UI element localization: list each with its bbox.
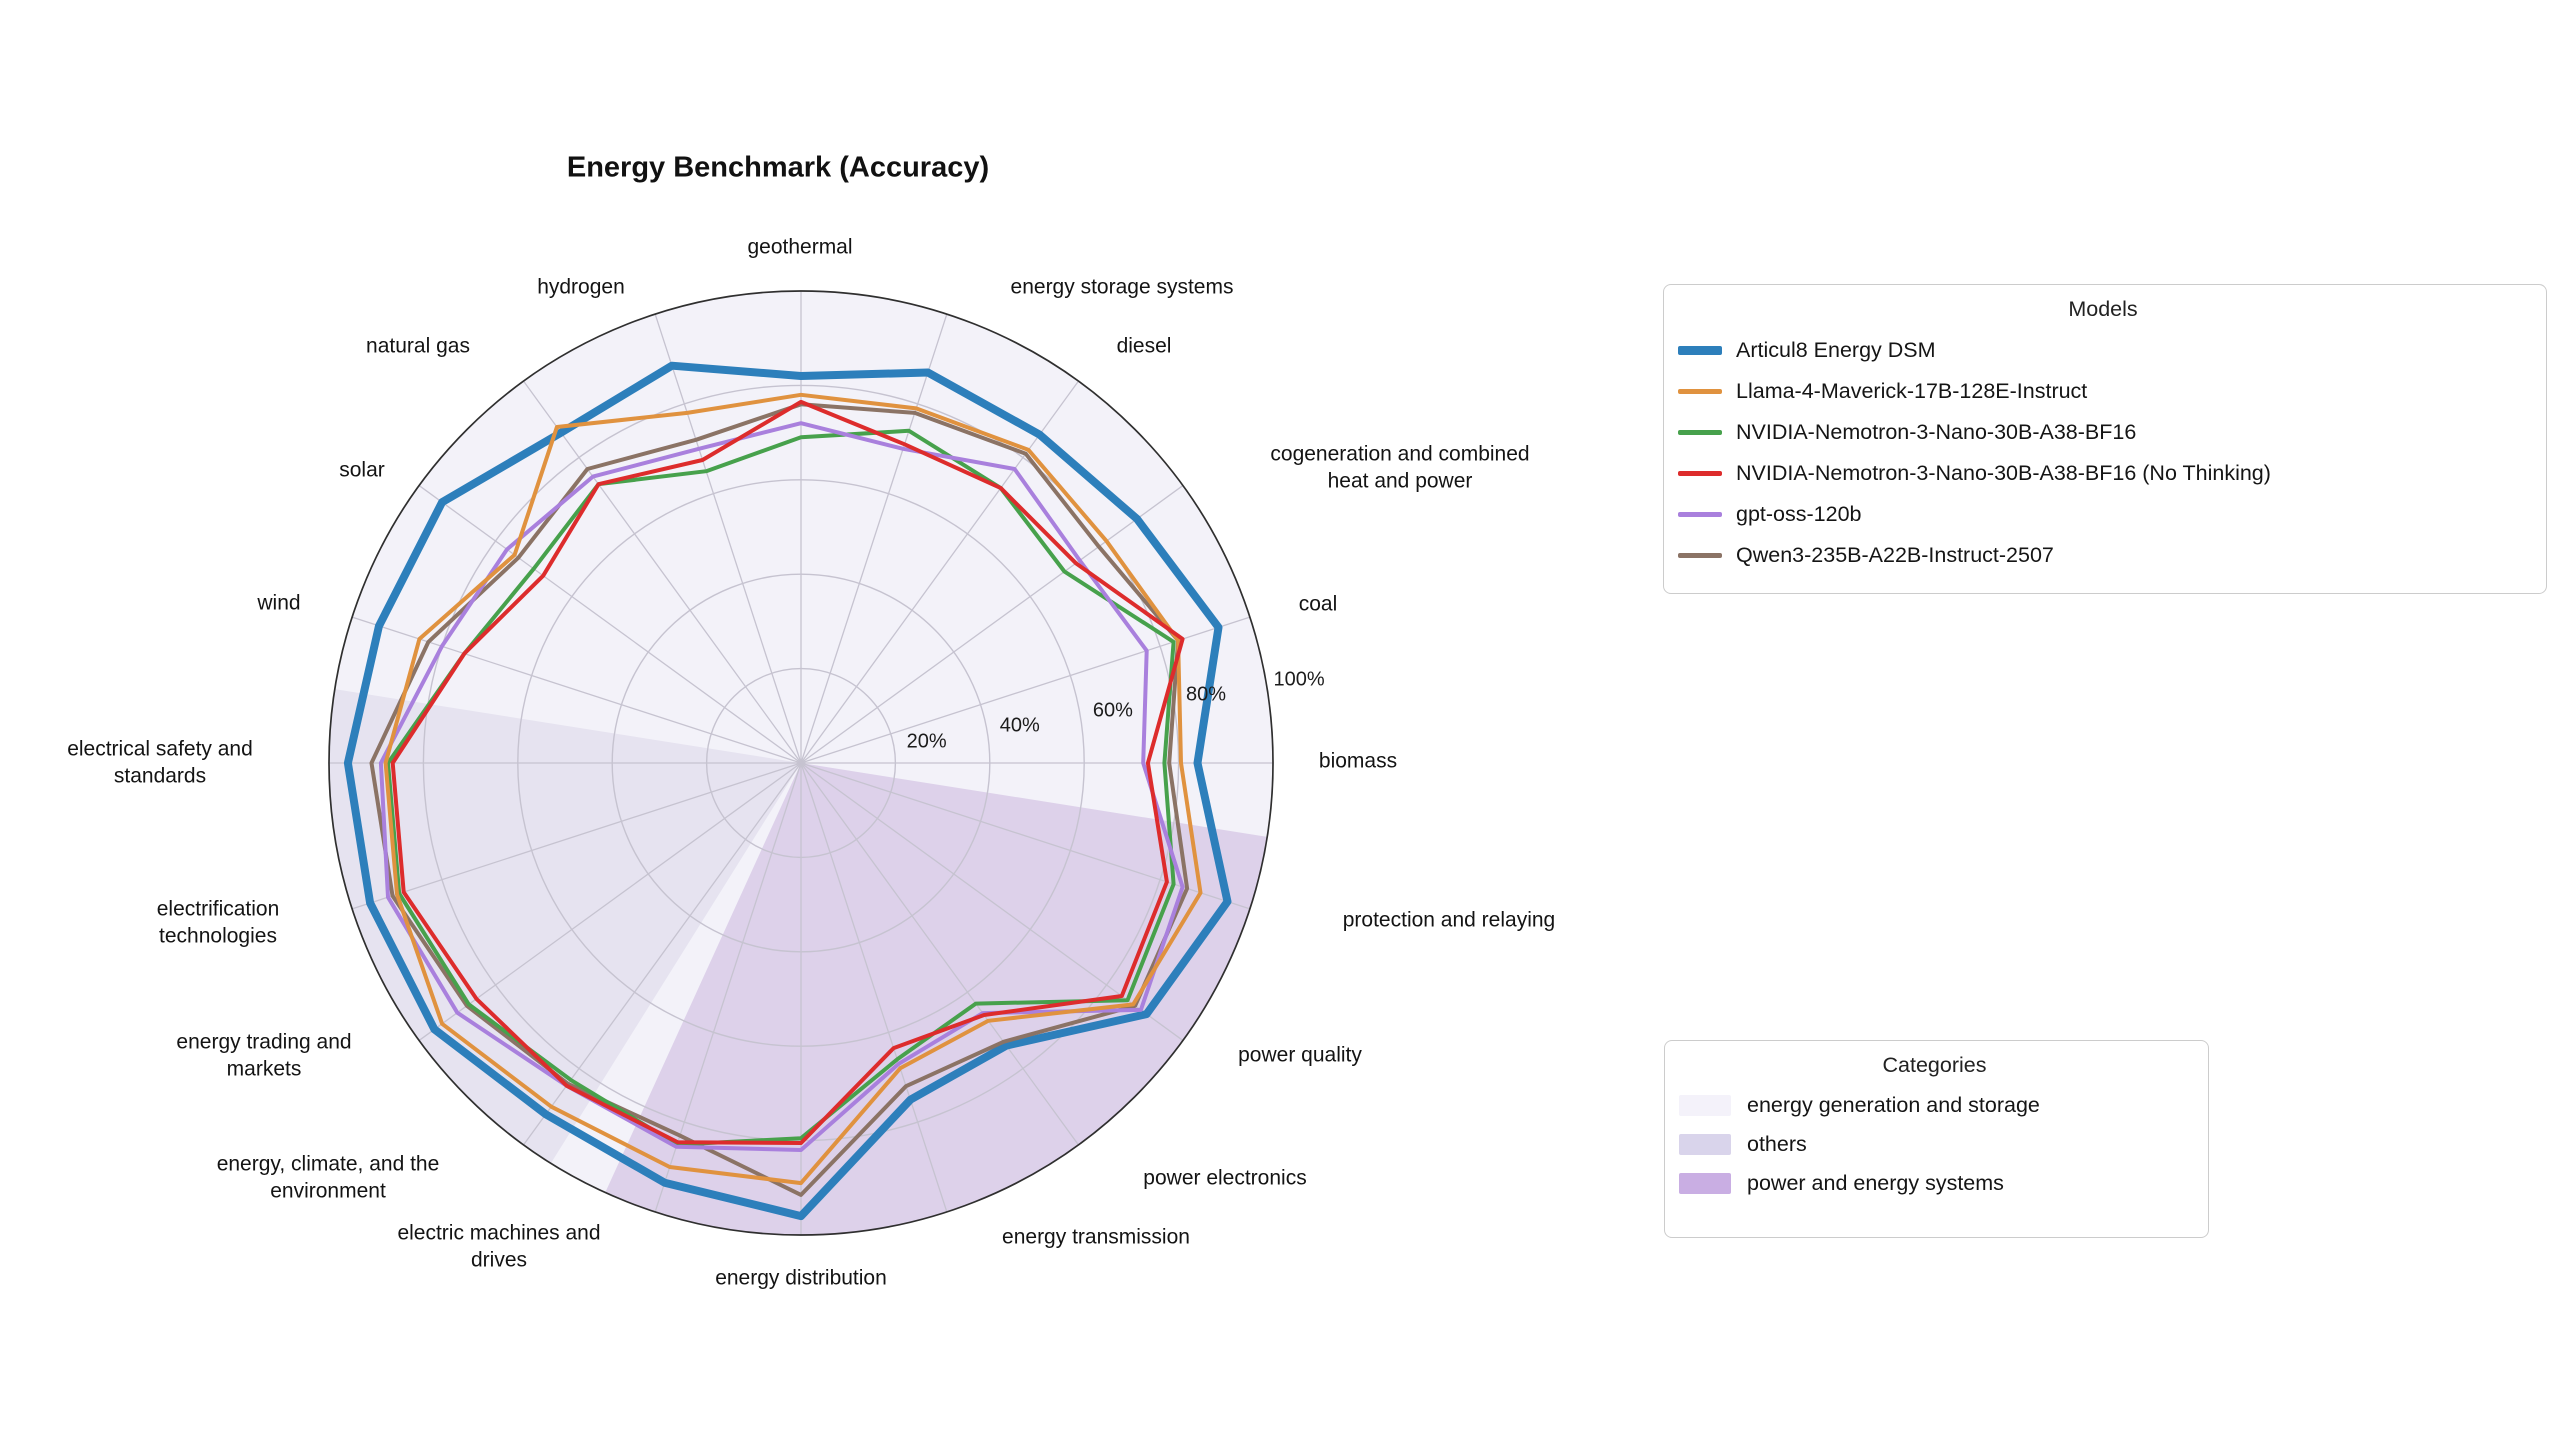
legend-models: Models Articul8 Energy DSM Llama-4-Maveri… <box>1663 284 2547 594</box>
axis-label-hydrogen: hydrogen <box>537 275 625 299</box>
axis-label-diesel: diesel <box>1116 334 1172 358</box>
legend-category-swatch <box>1679 1173 1731 1194</box>
spoke-power-electronics <box>800 762 1079 1146</box>
legend-category-label: power and energy systems <box>1747 1171 2004 1195</box>
spoke-electrification-technologies <box>351 762 802 910</box>
legend-model-label: NVIDIA-Nemotron-3-Nano-30B-A38-BF16 (No … <box>1736 461 2271 485</box>
spoke-diesel <box>800 380 1079 764</box>
axis-label-wind: wind <box>257 591 301 615</box>
spoke-solar <box>418 485 802 764</box>
legend-model-item: Articul8 Energy DSM <box>1678 330 2528 371</box>
axis-label-energy-transmission: energy transmission <box>1002 1225 1190 1249</box>
spoke-energy-transmission <box>800 762 948 1213</box>
wedge-power-and-energy-systems <box>605 763 1268 1235</box>
legend-category-item: energy generation and storage <box>1679 1086 2190 1125</box>
legend-model-label: Articul8 Energy DSM <box>1736 338 1936 362</box>
radial-tick-80%: 80% <box>1185 683 1226 706</box>
spoke-natural-gas <box>523 380 802 764</box>
legend-model-item: Qwen3-235B-A22B-Instruct-2507 <box>1678 535 2528 576</box>
legend-model-swatch <box>1678 512 1722 517</box>
legend-models-rows: Articul8 Energy DSM Llama-4-Maverick-17B-… <box>1678 330 2528 576</box>
axis-label-solar: solar <box>339 458 385 482</box>
legend-category-label: energy generation and storage <box>1747 1093 2040 1117</box>
spoke-energy-storage-systems <box>800 313 948 764</box>
legend-model-swatch <box>1678 430 1722 435</box>
spoke-hydrogen <box>654 313 802 764</box>
legend-models-title: Models <box>2068 297 2138 321</box>
legend-model-swatch <box>1678 346 1722 355</box>
radial-tick-40%: 40% <box>999 714 1040 737</box>
series-line-Llama-4-Maverick-17B-128E-Instruct <box>383 392 1203 1186</box>
legend-category-item: others <box>1679 1125 2190 1164</box>
wedge-others <box>328 689 801 1164</box>
axis-label-cogeneration-and-combined-heat-and-power: cogeneration and combined heat and power <box>1270 442 1530 493</box>
axis-label-power-electronics: power electronics <box>1143 1166 1307 1190</box>
axis-label-electrical-safety-and-standards: electrical safety and standards <box>67 737 253 788</box>
legend-model-item: NVIDIA-Nemotron-3-Nano-30B-A38-BF16 <box>1678 412 2528 453</box>
legend-model-label: NVIDIA-Nemotron-3-Nano-30B-A38-BF16 <box>1736 420 2137 444</box>
legend-model-swatch <box>1678 471 1722 476</box>
legend-category-swatch <box>1679 1095 1731 1116</box>
grid-circle-100 <box>328 290 1274 1236</box>
spoke-cogeneration-and-combined-heat-and-power <box>800 485 1184 764</box>
axis-label-energy-storage-systems: energy storage systems <box>1010 275 1234 299</box>
radial-tick-100%: 100% <box>1273 668 1325 691</box>
series-line-NVIDIA-Nemotron-3-Nano-30B-A38-BF16 <box>386 428 1176 1147</box>
axis-label-electric-machines-and-drives: electric machines and drives <box>397 1221 601 1272</box>
legend-model-label: gpt-oss-120b <box>1736 502 1862 526</box>
series-line-Qwen3-235B-A22B-Instruct-2507 <box>369 402 1190 1197</box>
legend-model-swatch <box>1678 553 1722 558</box>
axis-label-geothermal: geothermal <box>747 235 853 259</box>
axis-label-protection-and-relaying: protection and relaying <box>1342 908 1556 932</box>
axis-label-electrification-technologies: electrification technologies <box>156 897 280 948</box>
legend-model-item: Llama-4-Maverick-17B-128E-Instruct <box>1678 371 2528 412</box>
legend-model-label: Qwen3-235B-A22B-Instruct-2507 <box>1736 543 2054 567</box>
axis-label-energy-climate-and-the-environment: energy, climate, and the environment <box>216 1152 440 1203</box>
axis-label-energy-distribution: energy distribution <box>715 1266 887 1290</box>
axis-label-natural-gas: natural gas <box>366 334 470 358</box>
series-line-Articul8-Energy-DSM <box>343 361 1232 1221</box>
legend-categories-title: Categories <box>1882 1053 1987 1077</box>
legend-model-swatch <box>1678 389 1722 394</box>
series-line-NVIDIA-Nemotron-3-Nano-30B-A38-BF16-No-Thinking- <box>390 399 1185 1145</box>
legend-categories-rows: energy generation and storage others power… <box>1679 1086 2190 1203</box>
spoke-energy-trading-and-markets <box>418 762 802 1041</box>
legend-category-item: power and energy systems <box>1679 1164 2190 1203</box>
chart-title: Energy Benchmark (Accuracy) <box>566 151 990 184</box>
legend-category-swatch <box>1679 1134 1731 1155</box>
axis-label-power-quality: power quality <box>1238 1043 1362 1067</box>
axis-label-energy-trading-and-markets: energy trading and markets <box>176 1030 352 1081</box>
spoke-power-quality <box>800 762 1184 1041</box>
axis-label-biomass: biomass <box>1318 749 1398 773</box>
radial-tick-20%: 20% <box>906 730 947 753</box>
axis-label-coal: coal <box>1298 592 1338 616</box>
legend-category-label: others <box>1747 1132 1807 1156</box>
legend-model-item: NVIDIA-Nemotron-3-Nano-30B-A38-BF16 (No … <box>1678 453 2528 494</box>
legend-model-item: gpt-oss-120b <box>1678 494 2528 535</box>
radial-tick-60%: 60% <box>1092 699 1133 722</box>
legend-categories: Categories energy generation and storage… <box>1664 1040 2209 1238</box>
legend-model-label: Llama-4-Maverick-17B-128E-Instruct <box>1736 379 2088 403</box>
